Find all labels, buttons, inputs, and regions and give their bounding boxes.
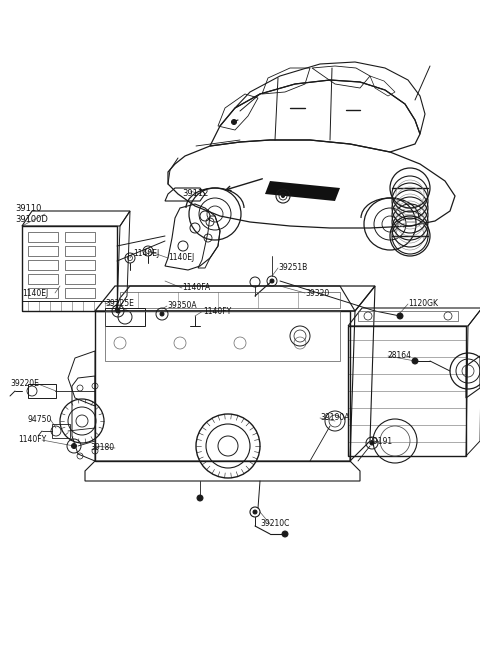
- Polygon shape: [265, 181, 340, 201]
- Text: 1140EJ: 1140EJ: [168, 253, 194, 262]
- Bar: [65, 232, 95, 242]
- Text: 39225E: 39225E: [105, 298, 134, 308]
- Text: 1140EJ: 1140EJ: [22, 289, 48, 298]
- Circle shape: [116, 309, 120, 313]
- Bar: [52, 424, 70, 438]
- Circle shape: [281, 194, 285, 197]
- Bar: [120, 292, 340, 308]
- Bar: [28, 288, 58, 298]
- Text: 1140EJ: 1140EJ: [133, 249, 159, 258]
- Bar: [95, 311, 350, 461]
- Bar: [348, 326, 466, 456]
- Text: 39110
39100D: 39110 39100D: [15, 204, 48, 224]
- Bar: [22, 301, 117, 311]
- Text: 1338AC: 1338AC: [295, 188, 328, 197]
- Bar: [28, 246, 58, 256]
- Text: 39210C: 39210C: [260, 520, 289, 529]
- Text: 39190A: 39190A: [320, 413, 349, 422]
- Circle shape: [197, 495, 203, 501]
- Text: 39220E: 39220E: [10, 380, 39, 388]
- Circle shape: [253, 510, 257, 514]
- Circle shape: [412, 358, 418, 364]
- Circle shape: [282, 531, 288, 537]
- Text: 39320: 39320: [305, 289, 329, 298]
- Circle shape: [160, 312, 164, 316]
- Text: 94750: 94750: [28, 415, 52, 424]
- Bar: [65, 274, 95, 284]
- Text: 1140FY: 1140FY: [18, 436, 46, 445]
- Text: 1140FY: 1140FY: [203, 306, 231, 316]
- Text: 28164: 28164: [388, 352, 412, 361]
- Text: 39251B: 39251B: [278, 264, 307, 272]
- Bar: [65, 260, 95, 270]
- Bar: [358, 311, 458, 321]
- Text: 1140FA: 1140FA: [182, 283, 210, 293]
- Text: 39191: 39191: [368, 436, 392, 445]
- Bar: [28, 260, 58, 270]
- Bar: [22, 226, 117, 311]
- Text: 1120GK: 1120GK: [408, 300, 438, 308]
- Bar: [65, 246, 95, 256]
- Bar: [28, 274, 58, 284]
- Circle shape: [231, 119, 237, 125]
- Circle shape: [270, 279, 274, 283]
- Circle shape: [370, 441, 374, 445]
- Circle shape: [397, 313, 403, 319]
- Bar: [28, 384, 56, 398]
- Bar: [105, 308, 145, 326]
- Bar: [65, 288, 95, 298]
- Text: 39180: 39180: [90, 443, 114, 453]
- Circle shape: [72, 443, 76, 449]
- Text: 39112: 39112: [182, 190, 208, 199]
- Text: 39350A: 39350A: [167, 302, 197, 310]
- Bar: [28, 232, 58, 242]
- Bar: [105, 311, 340, 361]
